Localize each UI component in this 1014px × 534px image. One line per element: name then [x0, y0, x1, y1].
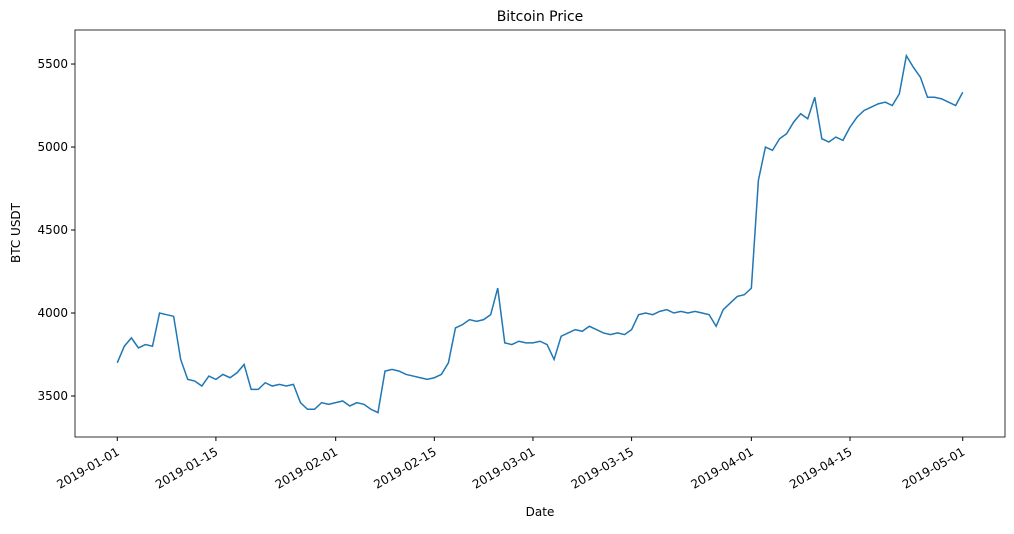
y-tick-label: 5000 [37, 140, 68, 154]
plot-frame [74, 29, 1006, 438]
price-line [116, 53, 964, 414]
y-axis-label: BTC USDT [9, 202, 23, 263]
y-tick-label: 4000 [37, 306, 68, 320]
x-axis-label: Date [526, 505, 555, 519]
chart-title: Bitcoin Price [497, 9, 584, 25]
y-tick-label: 3500 [37, 389, 68, 403]
y-tick-label: 5500 [37, 57, 68, 71]
y-tick-label: 4500 [37, 223, 68, 237]
